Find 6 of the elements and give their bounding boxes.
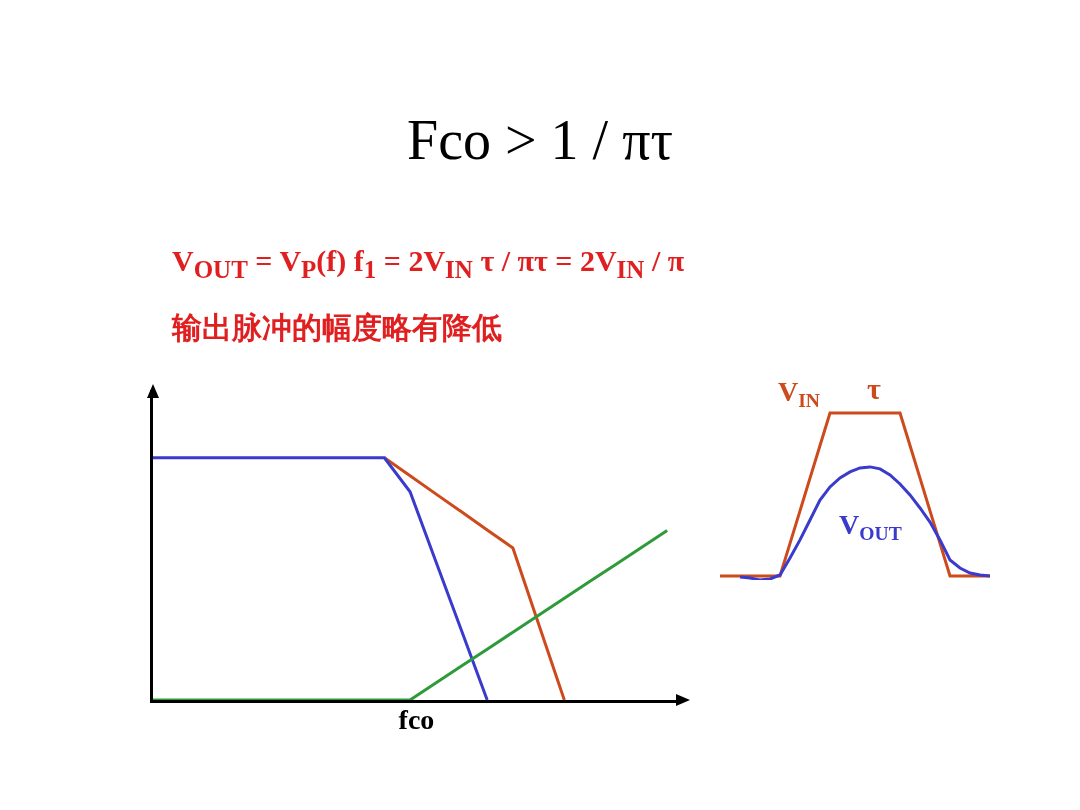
chart-title: Fco > 1 / πτ [406, 108, 674, 172]
text: V$_{OUT}$ = V$_{P}$(f) f$_{1}$ = 2V$_{IN}$ τ / πτ = 2V$_{IN}$ / π 输出脉冲的幅度略有降低 [172, 244, 685, 344]
series-label: V$_{OUT}$ [839, 509, 902, 544]
series-label: V$_{IN}$ [778, 376, 821, 411]
x-axis-title: fco [398, 704, 435, 736]
text: τ [867, 372, 881, 405]
